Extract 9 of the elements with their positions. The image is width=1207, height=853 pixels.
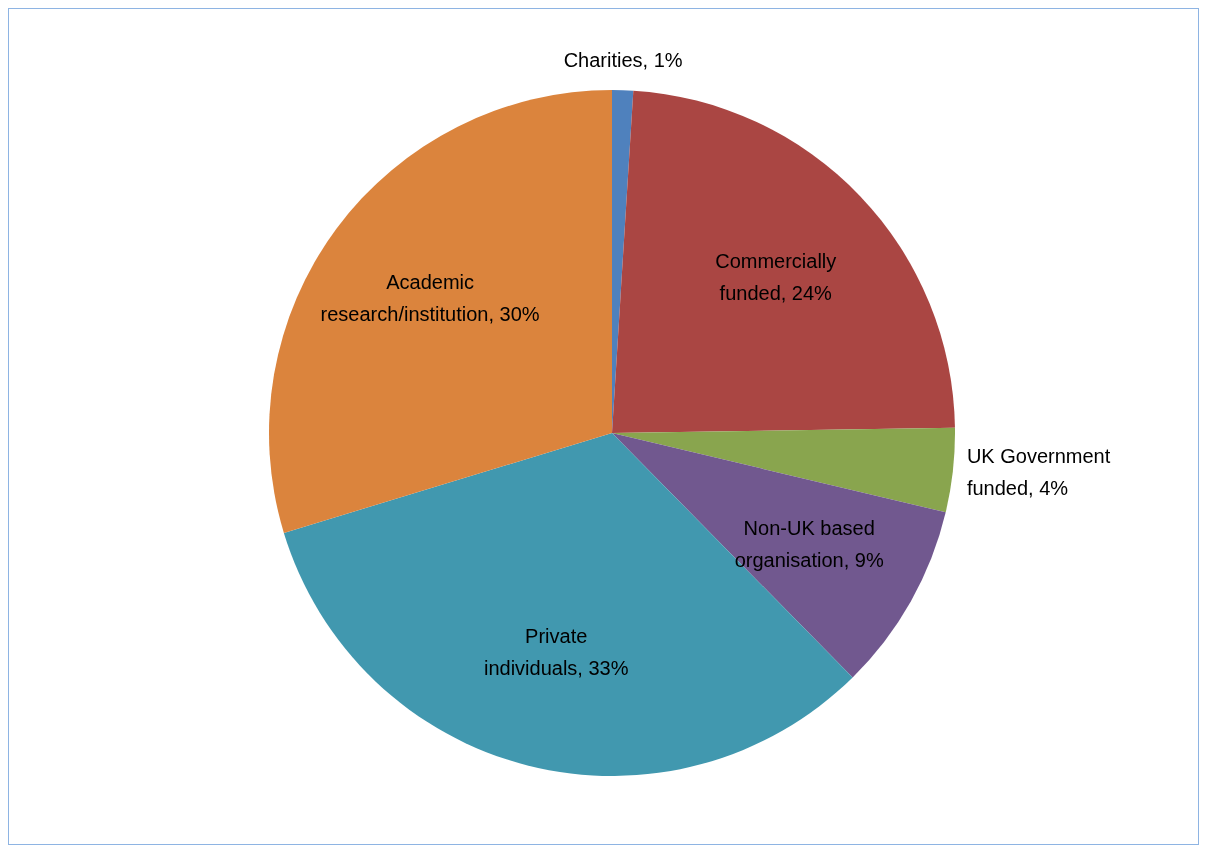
pie-slice <box>612 427 955 513</box>
slice-label: UK Government funded, 4% <box>966 443 1112 501</box>
slice-label: Non-UK based organisation, 9% <box>733 516 885 574</box>
pie-slice <box>269 90 612 533</box>
slice-label: Private individuals, 33% <box>482 624 630 682</box>
slice-label: Commercially funded, 24% <box>714 248 838 306</box>
slice-label: Charities, 1% <box>563 49 683 72</box>
slice-label: Academic research/institution, 30% <box>320 270 540 328</box>
pie-slice <box>612 90 955 433</box>
